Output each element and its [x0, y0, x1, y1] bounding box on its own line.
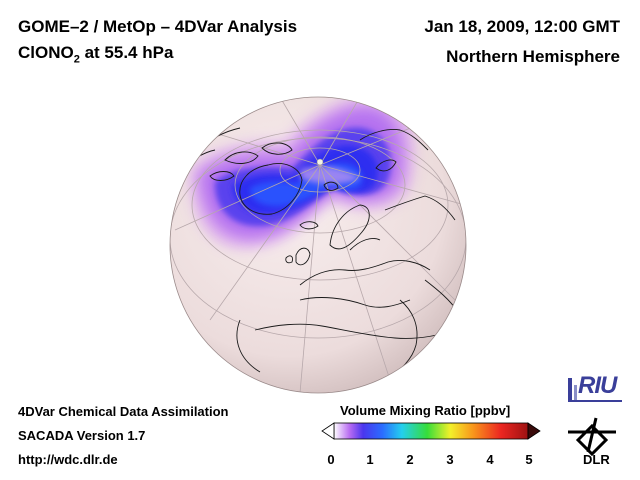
colorbar-tick: 3	[446, 452, 454, 467]
footer-url[interactable]: http://wdc.dlr.de	[18, 452, 118, 467]
coastlines	[179, 127, 459, 376]
colorbar-max-arrow	[527, 422, 541, 440]
globe-outline	[169, 96, 467, 394]
map-title: GOME–2 / MetOp – 4DVar Analysis	[18, 17, 298, 36]
colorbar-tick: 5	[525, 452, 533, 467]
species-level-label: ClONO2 at 55.4 hPa	[18, 43, 174, 66]
dlr-logo-mark	[568, 417, 616, 457]
colorbar-title: Volume Mixing Ratio [ppbv]	[340, 403, 511, 418]
riu-logo: RIU	[578, 372, 617, 399]
colorbar-tick: 1	[366, 452, 374, 467]
dlr-logo: DLR	[583, 452, 610, 467]
riu-logo-mark	[568, 378, 622, 402]
colorbar	[321, 422, 541, 440]
colorbar-tick: 2	[406, 452, 414, 467]
analysis-date: Jan 18, 2009, 12:00 GMT	[424, 17, 620, 36]
footer-assimilation: 4DVar Chemical Data Assimilation	[18, 404, 229, 419]
hemisphere-label: Northern Hemisphere	[446, 47, 620, 66]
pole-marker	[316, 158, 324, 166]
colorbar-tick: 0	[327, 452, 335, 467]
footer-version: SACADA Version 1.7	[18, 428, 146, 443]
colorbar-tick: 4	[486, 452, 494, 467]
graticule	[170, 97, 466, 393]
colorbar-min-arrow	[321, 422, 335, 440]
